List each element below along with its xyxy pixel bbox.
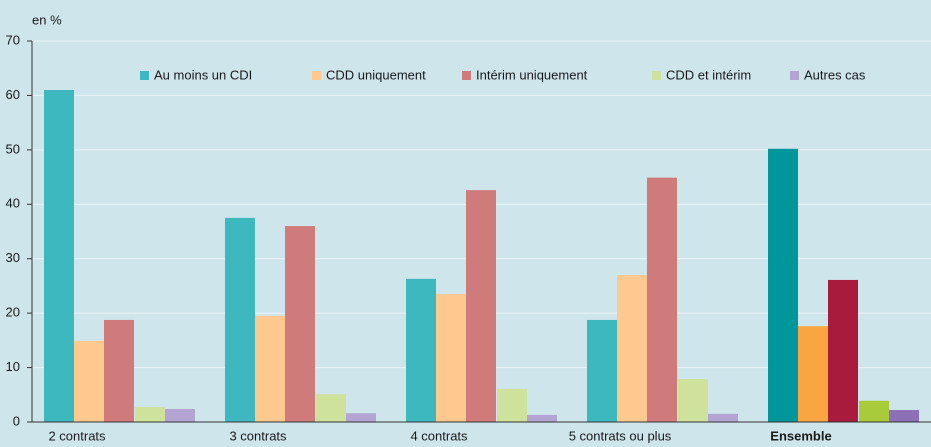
- legend-swatch: [652, 71, 661, 80]
- bar: [104, 319, 134, 422]
- bar: [74, 340, 104, 422]
- legend-swatch: [140, 71, 149, 80]
- x-tick-label: 3 contrats: [229, 428, 287, 443]
- legend-swatch: [312, 71, 321, 80]
- bar: [406, 278, 436, 422]
- y-tick-label: 20: [6, 305, 20, 320]
- x-tick-label: 2 contrats: [48, 428, 106, 443]
- y-tick-label: 60: [6, 87, 20, 102]
- y-tick-label: 50: [6, 141, 20, 156]
- bar: [859, 400, 889, 422]
- x-tick-label: Ensemble: [770, 428, 831, 443]
- bar: [678, 379, 708, 422]
- bar: [316, 394, 346, 422]
- bar: [346, 413, 376, 422]
- bar: [617, 275, 647, 422]
- bar: [647, 177, 677, 422]
- legend-label: Au moins un CDI: [154, 67, 252, 82]
- bar: [436, 294, 466, 422]
- x-tick-label: 4 contrats: [410, 428, 468, 443]
- legend-label: Autres cas: [804, 67, 866, 82]
- legend-label: CDD uniquement: [326, 67, 426, 82]
- y-tick-label: 40: [6, 196, 20, 211]
- legend-swatch: [790, 71, 799, 80]
- bar: [708, 413, 738, 422]
- bar: [135, 407, 165, 422]
- x-tick-label: 5 contrats ou plus: [569, 428, 672, 443]
- y-tick-label: 0: [13, 413, 20, 428]
- bar: [527, 414, 557, 422]
- legend-swatch: [462, 71, 471, 80]
- y-unit-label: en %: [32, 12, 62, 27]
- legend-label: CDD et intérim: [666, 67, 751, 82]
- y-tick-label: 30: [6, 250, 20, 265]
- bar: [44, 89, 74, 422]
- bar: [828, 279, 858, 422]
- legend-label: Intérim uniquement: [476, 67, 588, 82]
- bar: [798, 326, 828, 422]
- bar: [466, 190, 496, 422]
- bar: [497, 388, 527, 422]
- y-tick-label: 70: [6, 32, 20, 47]
- y-tick-label: 10: [6, 359, 20, 374]
- bar: [255, 315, 285, 422]
- bar: [768, 148, 798, 423]
- bar: [225, 217, 255, 422]
- bar: [165, 408, 195, 422]
- bar: [285, 226, 315, 422]
- bar: [889, 410, 919, 422]
- bar: [587, 319, 617, 422]
